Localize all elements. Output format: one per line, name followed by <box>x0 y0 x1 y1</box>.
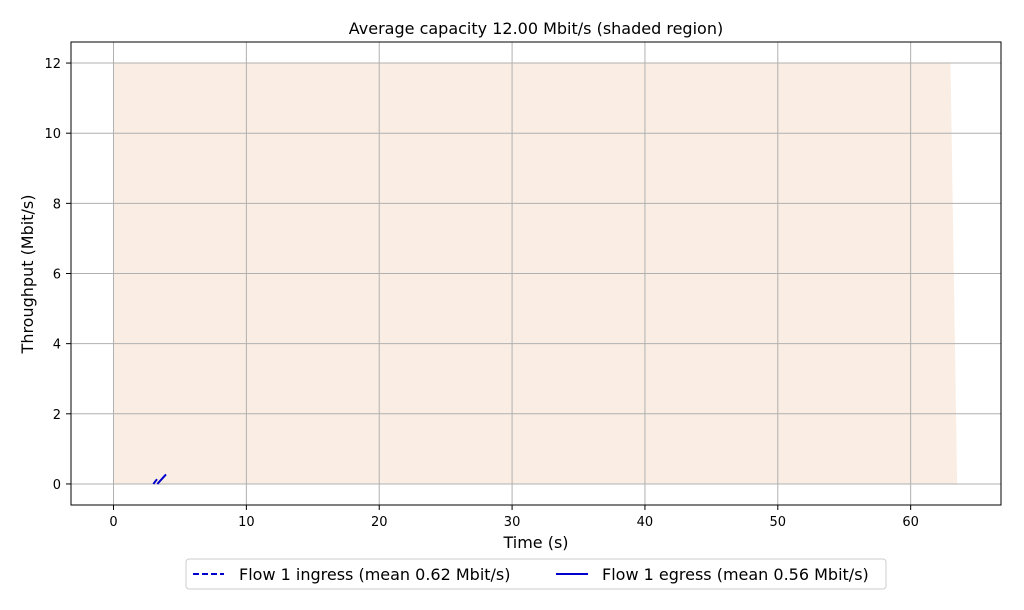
y-tick-label: 12 <box>44 57 61 72</box>
chart-title: Average capacity 12.00 Mbit/s (shaded re… <box>349 19 723 38</box>
x-tick-label: 0 <box>109 515 117 530</box>
legend-box <box>185 558 887 590</box>
x-axis-ticks: 0 10 20 30 40 50 60 <box>109 505 919 530</box>
series-line-egress <box>156 473 167 485</box>
y-tick-label: 6 <box>53 268 61 283</box>
legend: Flow 1 ingress (mean 0.62 Mbit/s) Flow 1… <box>185 558 887 590</box>
x-tick-label: 50 <box>770 515 787 530</box>
x-tick-label: 40 <box>637 515 654 530</box>
legend-entry-egress: Flow 1 egress (mean 0.56 Mbit/s) <box>602 565 869 584</box>
y-tick-label: 10 <box>44 127 61 142</box>
x-axis-label: Time (s) <box>502 533 568 552</box>
x-tick-label: 20 <box>371 515 388 530</box>
plot-area <box>70 41 1002 506</box>
legend-entry-ingress: Flow 1 ingress (mean 0.62 Mbit/s) <box>239 565 511 584</box>
y-axis-ticks: 0 2 4 6 8 10 12 <box>44 57 71 493</box>
y-axis-label: Throughput (Mbit/s) <box>18 195 37 355</box>
x-tick-label: 10 <box>238 515 255 530</box>
series-line-ingress <box>152 476 160 485</box>
grid-lines <box>71 42 1001 505</box>
y-tick-label: 4 <box>53 338 61 353</box>
x-tick-label: 60 <box>902 515 919 530</box>
y-tick-label: 0 <box>53 478 61 493</box>
x-tick-label: 30 <box>504 515 521 530</box>
y-tick-label: 2 <box>53 408 61 423</box>
y-tick-label: 8 <box>53 197 61 212</box>
series-layer <box>152 473 167 485</box>
